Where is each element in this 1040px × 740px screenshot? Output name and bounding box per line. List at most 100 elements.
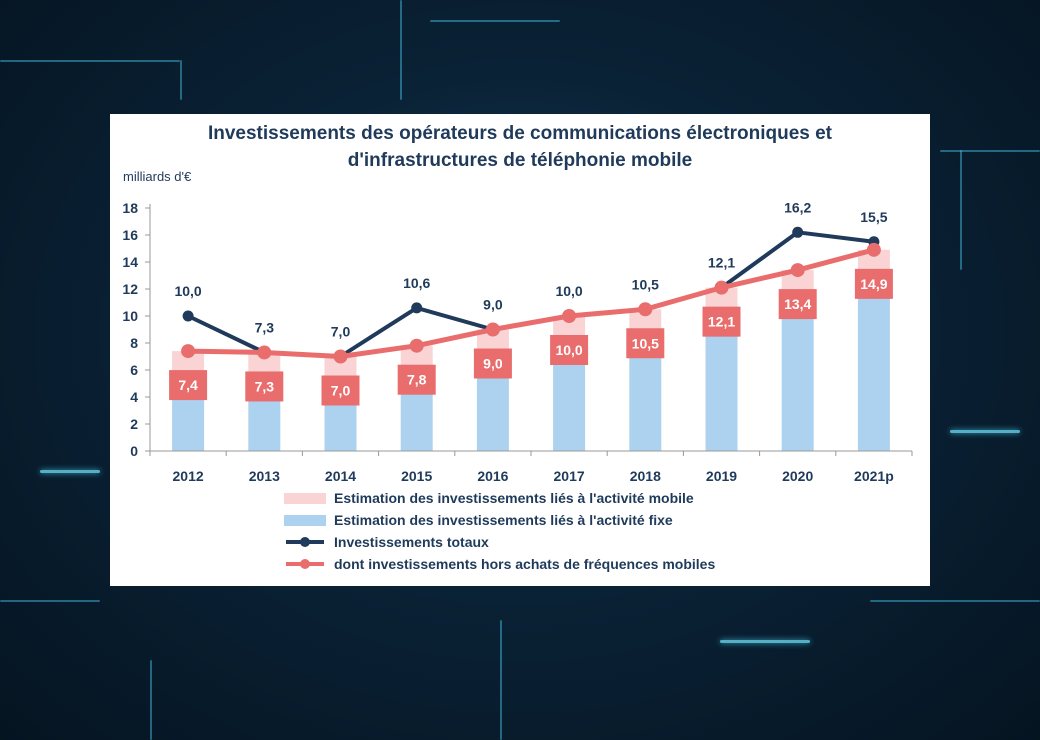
data-label-totaux: 9,0: [483, 297, 503, 313]
line-segment-totaux: [338, 305, 419, 359]
circuit-trace: [400, 0, 402, 100]
point-totaux: [411, 302, 423, 314]
chart-legend: Estimation des investissements liés à l'…: [284, 487, 904, 575]
data-label-hors-frequences: 9,0: [483, 356, 503, 372]
legend-line-totaux: [286, 537, 324, 547]
line-segment-hors-frequences: [261, 349, 343, 359]
data-label-hors-frequences: 14,9: [860, 276, 887, 292]
x-axis-tick-label: 2012: [173, 468, 204, 484]
chart-panel: Investissements des opérateurs de commun…: [110, 114, 930, 586]
line-segment-totaux: [186, 314, 267, 355]
y-axis-tick-label: 10: [122, 308, 138, 324]
bar-fixe: [476, 370, 509, 451]
bar-fixe: [400, 384, 433, 451]
data-label-box-hors-frequences: [626, 328, 665, 359]
data-label-box-hors-frequences: [702, 306, 741, 337]
circuit-trace: [720, 640, 810, 643]
legend-item-hors-frequences: dont investissements hors achats de fréq…: [284, 553, 904, 575]
data-label-totaux: 10,0: [555, 283, 582, 299]
circuit-trace: [0, 60, 180, 62]
line-segment-hors-frequences: [338, 343, 420, 359]
point-totaux: [182, 310, 194, 322]
data-label-box-hors-frequences: [245, 371, 284, 402]
line-segment-totaux: [414, 305, 495, 332]
line-segment-hors-frequences: [566, 306, 648, 319]
y-axis-tick-label: 14: [122, 254, 138, 270]
legend-label-fixe: Estimation des investissements liés à l'…: [334, 512, 673, 528]
circuit-trace: [430, 20, 560, 22]
point-hors-frequences: [790, 263, 805, 278]
line-segment-hors-frequences: [719, 267, 801, 291]
data-label-hors-frequences: 12,1: [708, 314, 735, 330]
data-label-box-hors-frequences: [778, 289, 817, 320]
y-axis-tick-label: 0: [130, 443, 138, 459]
bar-fixe: [629, 353, 662, 451]
data-label-totaux: 15,5: [860, 209, 887, 225]
legend-item-fixe: Estimation des investissements liés à l'…: [284, 509, 904, 531]
circuit-trace: [960, 150, 962, 270]
circuit-trace: [0, 600, 100, 602]
y-axis-tick-label: 2: [130, 416, 138, 432]
y-axis-tick-label: 4: [130, 389, 138, 405]
bar-fixe: [705, 326, 738, 451]
y-axis-tick-label: 18: [122, 200, 138, 216]
point-hors-frequences: [257, 345, 272, 360]
point-hors-frequences: [485, 322, 500, 337]
point-hors-frequences: [562, 309, 577, 323]
point-hors-frequences: [638, 302, 653, 317]
x-axis-tick-label: 2016: [477, 468, 508, 484]
chart-title-line-2: d'infrastructures de téléphonie mobile: [347, 150, 693, 171]
data-label-hors-frequences: 7,8: [407, 372, 427, 388]
point-totaux: [792, 226, 804, 238]
point-hors-frequences: [409, 338, 424, 353]
data-label-totaux: 16,2: [784, 199, 811, 215]
line-segment-hors-frequences: [642, 285, 724, 312]
data-label-box-hors-frequences: [321, 375, 360, 406]
line-segment-totaux: [719, 230, 800, 290]
circuit-trace: [940, 150, 1040, 152]
data-label-totaux: 7,0: [331, 324, 351, 340]
x-axis-tick-label: 2018: [630, 468, 661, 484]
circuit-trace: [950, 430, 1020, 433]
data-label-totaux: 10,0: [174, 283, 201, 299]
circuit-trace: [180, 60, 182, 100]
bar-fixe: [781, 307, 814, 451]
y-axis-tick-label: 12: [122, 281, 138, 297]
data-label-box-hors-frequences: [854, 268, 893, 299]
chart-plot: 0 2 4 6 8 10 12 14 16 18 2012 2013 2014 2015 2016 2017 2…: [122, 199, 913, 484]
bar-fixe: [553, 360, 586, 451]
data-label-box-hors-frequences: [397, 364, 436, 395]
bar-fixe: [857, 295, 890, 451]
data-label-hors-frequences: 7,4: [178, 377, 198, 393]
legend-label-hors-frequences: dont investissements hors achats de fréq…: [334, 556, 716, 572]
point-hors-frequences: [333, 349, 348, 364]
data-label-totaux: 10,6: [403, 275, 430, 291]
x-axis-tick-label: 2021p: [854, 468, 894, 484]
data-label-box-hors-frequences: [169, 370, 208, 401]
line-segment-hors-frequences: [185, 348, 267, 355]
x-axis-tick-label: 2020: [782, 468, 813, 484]
circuit-trace: [150, 660, 152, 740]
circuit-trace: [500, 620, 502, 740]
x-axis-tick-label: 2017: [554, 468, 585, 484]
data-label-box-hors-frequences: [473, 348, 512, 379]
circuit-trace: [870, 600, 1040, 602]
data-label-totaux: 10,5: [632, 276, 659, 292]
data-label-box-hors-frequences: [550, 335, 589, 365]
y-axis-tick-label: 16: [122, 227, 138, 243]
data-label-hors-frequences: 13,4: [784, 296, 811, 312]
y-axis-tick-label: 6: [130, 362, 138, 378]
x-axis-tick-label: 2014: [325, 468, 356, 484]
y-axis-tick-label: 8: [130, 335, 138, 351]
data-label-hors-frequences: 7,0: [331, 383, 351, 399]
line-segment-hors-frequences: [795, 247, 877, 273]
x-axis-tick-label: 2013: [249, 468, 280, 484]
data-label-totaux: 7,3: [255, 319, 275, 335]
legend-item-totaux: Investissements totaux: [284, 531, 904, 553]
point-hors-frequences: [866, 242, 881, 257]
x-axis-tick-label: 2015: [401, 468, 432, 484]
line-segment-hors-frequences: [414, 327, 496, 349]
chart-title-line-1: Investissements des opérateurs de commun…: [207, 123, 833, 144]
legend-item-mobile: Estimation des investissements liés à l'…: [284, 487, 904, 509]
